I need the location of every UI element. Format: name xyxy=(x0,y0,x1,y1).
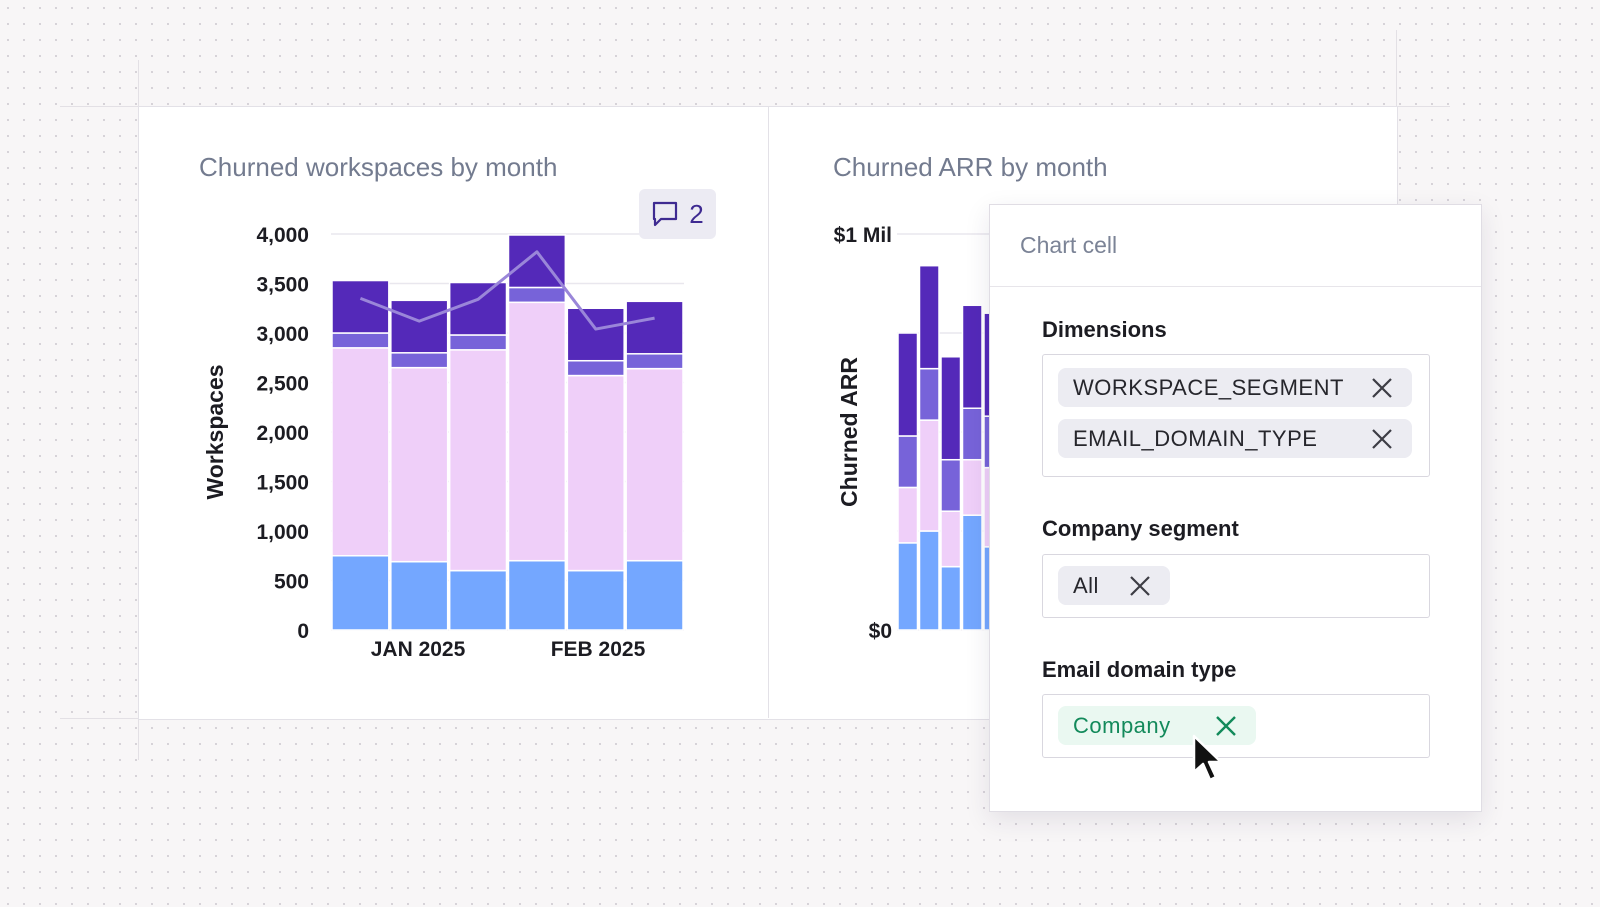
y-tick-label: $0 xyxy=(869,620,892,643)
bar-segment xyxy=(625,300,684,355)
bar-segment xyxy=(566,374,625,572)
dimension-chip-label: EMAIL_DOMAIN_TYPE xyxy=(1073,425,1318,451)
remove-icon[interactable] xyxy=(1370,427,1394,451)
company-segment-field[interactable]: All xyxy=(1042,554,1430,618)
y-tick-label: 2,000 xyxy=(256,422,309,445)
bar-segment xyxy=(918,367,940,421)
bar-segment xyxy=(961,458,983,516)
left-chart-title: Churned workspaces by month xyxy=(199,152,558,182)
dimensions-field[interactable]: WORKSPACE_SEGMENT EMAIL_DOMAIN_TYPE xyxy=(1042,354,1430,477)
bar-segment xyxy=(625,559,684,631)
bar-segment xyxy=(331,332,390,349)
bar-segment xyxy=(390,352,449,369)
email-domain-type-label: Email domain type xyxy=(1042,657,1237,682)
bar-segment xyxy=(918,530,940,631)
company-segment-label: Company segment xyxy=(1042,516,1239,541)
bar-segment xyxy=(918,419,940,532)
comment-count: 2 xyxy=(689,198,704,229)
bar-segment xyxy=(940,458,962,512)
remove-icon[interactable] xyxy=(1128,574,1152,598)
bar-segment xyxy=(625,353,684,370)
bar-segment xyxy=(566,569,625,631)
segment-chip[interactable]: All xyxy=(1058,566,1170,605)
bar-segment xyxy=(897,486,919,544)
bar-segment xyxy=(390,560,449,631)
right-chart-title: Churned ARR by month xyxy=(833,152,1108,182)
y-tick-label: 500 xyxy=(274,571,309,594)
panel-title: Chart cell xyxy=(990,205,1481,287)
bar-segment xyxy=(331,555,390,631)
bar-segment xyxy=(390,299,449,354)
bar-segment xyxy=(897,435,919,489)
bar-segment xyxy=(897,542,919,631)
bar-segment xyxy=(940,510,962,568)
y-tick-label: 2,500 xyxy=(256,373,309,396)
y-tick-label: 1,500 xyxy=(256,472,309,495)
bar-segment xyxy=(897,332,919,437)
comment-icon xyxy=(653,201,678,227)
dimension-chip[interactable]: EMAIL_DOMAIN_TYPE xyxy=(1058,419,1412,458)
bar-segment xyxy=(940,565,962,631)
x-tick-label: FEB 2025 xyxy=(551,638,646,661)
email-domain-type-field[interactable]: Company xyxy=(1042,694,1430,758)
bar-segment xyxy=(448,281,508,336)
y-tick-label: 4,000 xyxy=(256,224,309,247)
dimension-chip[interactable]: WORKSPACE_SEGMENT xyxy=(1058,368,1412,407)
bar-segment xyxy=(448,334,508,351)
y-tick-label: $1 Mil xyxy=(834,224,892,247)
bar-segment xyxy=(448,349,508,572)
y-tick-label: 0 xyxy=(297,620,309,643)
bar-segment xyxy=(961,514,983,631)
bar-segment xyxy=(918,264,940,370)
bar-segment xyxy=(961,407,983,461)
bar-segment xyxy=(566,307,625,362)
remove-icon[interactable] xyxy=(1214,714,1238,738)
bar-segment xyxy=(940,356,962,461)
mouse-pointer-icon xyxy=(1192,734,1223,782)
dimension-chip-label: WORKSPACE_SEGMENT xyxy=(1073,374,1344,400)
bar-segment xyxy=(507,301,567,562)
y-axis-label: Workspaces xyxy=(202,364,228,499)
remove-icon[interactable] xyxy=(1370,376,1394,400)
y-tick-label: 3,000 xyxy=(256,323,309,346)
y-tick-label: 3,500 xyxy=(256,274,309,297)
bar-segment xyxy=(331,347,390,557)
bar-segment xyxy=(390,366,449,563)
comment-badge[interactable]: 2 xyxy=(639,189,716,239)
bar-segment xyxy=(507,559,567,631)
email-domain-chip[interactable]: Company xyxy=(1058,706,1256,745)
email-domain-chip-label: Company xyxy=(1073,712,1171,738)
chart-cell-panel: Chart cell Dimensions WORKSPACE_SEGMENT … xyxy=(989,204,1482,812)
bar-segment xyxy=(507,286,567,304)
dimensions-label: Dimensions xyxy=(1042,317,1167,342)
trend-line xyxy=(359,250,655,331)
y-tick-label: 1,000 xyxy=(256,521,309,544)
y-axis-label: Churned ARR xyxy=(836,357,862,507)
bar-segment xyxy=(448,569,508,631)
bar-segment xyxy=(961,304,983,409)
card-divider xyxy=(768,106,769,718)
x-tick-label: JAN 2025 xyxy=(371,638,466,661)
bar-segment xyxy=(566,359,625,377)
segment-chip-label: All xyxy=(1073,572,1099,598)
bar-segment xyxy=(625,367,684,562)
